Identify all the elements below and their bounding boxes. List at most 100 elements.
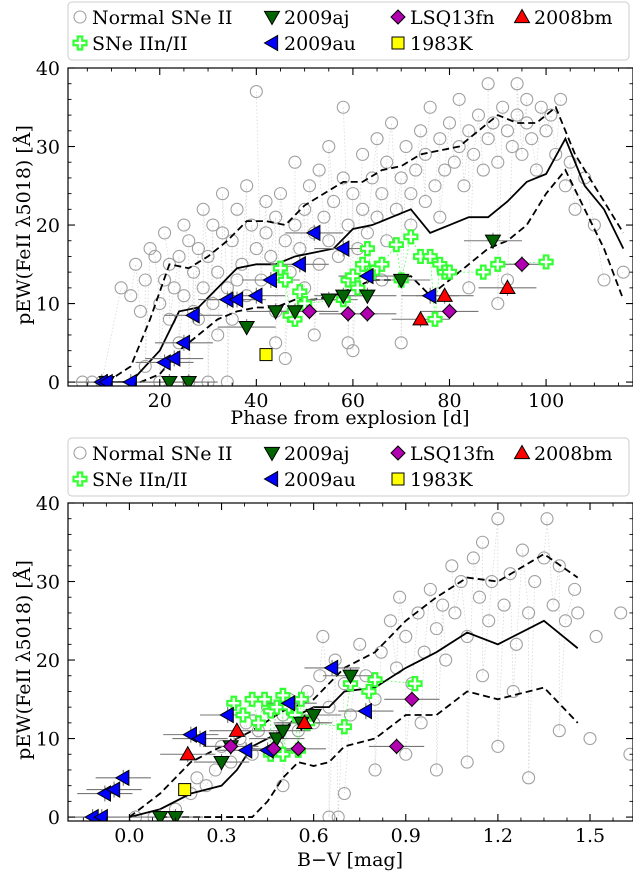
- normal-sn-point: [322, 234, 336, 248]
- x-tick-label: 40: [244, 390, 268, 412]
- legend-label: Normal SNe II: [92, 443, 233, 465]
- sn2009au-point: [357, 702, 372, 720]
- sn2009au-point: [237, 741, 253, 759]
- normal-sn-point: [196, 202, 210, 216]
- normal-sn-point: [411, 606, 425, 620]
- sn-track: [236, 185, 257, 296]
- normal-sn-point: [225, 312, 239, 326]
- lsq13fn-point: [404, 691, 420, 708]
- normal-sn-point: [220, 375, 234, 386]
- normal-sn-point: [384, 116, 399, 130]
- y-tick-label: 40: [36, 58, 60, 80]
- normal-sn-point: [399, 629, 413, 644]
- normal-sn-point: [587, 218, 601, 232]
- normal-sn-point: [259, 194, 273, 209]
- iin-ii-point: [367, 672, 383, 688]
- normal-sn-point: [568, 582, 582, 596]
- normal-sn-point: [589, 629, 603, 644]
- sn2008bm-point: [412, 310, 429, 326]
- legend-label: 2008bm: [534, 7, 613, 29]
- sn1983k-point: [178, 783, 192, 797]
- sn2009aj-point: [151, 810, 169, 821]
- normal-sn-point: [439, 653, 453, 667]
- iin-ii-point: [441, 264, 458, 280]
- normal-sn-point: [307, 328, 321, 342]
- normal-sn-point: [278, 234, 292, 248]
- normal-sn-point: [346, 187, 360, 201]
- sn2009aj-point: [392, 273, 410, 289]
- normal-sn-point: [211, 328, 225, 342]
- normal-sn-point: [302, 179, 317, 193]
- normal-sn-point: [500, 124, 514, 138]
- sn-track: [451, 557, 480, 763]
- normal-sn-point: [520, 92, 534, 106]
- normal-sn-point: [215, 187, 230, 201]
- iin-ii-point: [336, 719, 352, 735]
- sn2009au-point: [105, 781, 121, 798]
- iin-ii-point: [361, 683, 377, 700]
- normal-sn-point: [568, 202, 582, 216]
- normal-sn-point: [522, 771, 536, 785]
- iin-ii-point: [269, 699, 285, 715]
- axes-frame: [67, 67, 633, 387]
- normal-sn-point: [433, 210, 447, 224]
- normal-sn-point: [546, 598, 560, 612]
- sn2008bm-point: [179, 745, 197, 761]
- normal-sn-point: [211, 265, 225, 279]
- lsq13fn-point: [223, 738, 239, 755]
- normal-sn-point: [438, 163, 452, 177]
- sn2009aj-point: [286, 305, 304, 320]
- normal-sn-point: [445, 559, 459, 573]
- y-axis-title-top: pEW(FeII λ5018) [Å]: [13, 125, 35, 325]
- legend-marker-iin-ii: [72, 35, 88, 51]
- sn2009au-point: [228, 291, 244, 308]
- x-tick-label: 20: [148, 390, 172, 412]
- normal-sn-point: [138, 273, 152, 287]
- sn2009au-point: [334, 240, 350, 257]
- normal-sn-point: [515, 147, 529, 161]
- normal-sn-point: [436, 598, 450, 612]
- normal-sn-point: [240, 179, 254, 193]
- sn2008bm-point: [296, 714, 313, 729]
- normal-sn-point: [540, 512, 554, 526]
- normal-sn-point: [206, 218, 220, 232]
- normal-sn-point: [196, 281, 210, 295]
- normal-sn-point: [133, 304, 147, 318]
- sn-track: [202, 209, 219, 383]
- lower-dispersion-line: [160, 686, 579, 818]
- normal-sn-point: [491, 155, 505, 169]
- x-tick-label: 80: [437, 390, 461, 412]
- legend-marker-normal: [73, 446, 87, 460]
- legend-marker-k1983: [391, 36, 405, 50]
- normal-sn-point: [206, 297, 220, 311]
- sn2009au-point: [323, 659, 339, 677]
- normal-sn-point: [393, 590, 407, 604]
- normal-sn-point: [264, 249, 278, 263]
- normal-sn-point: [370, 132, 384, 146]
- iin-ii-point: [250, 715, 266, 731]
- normal-sn-point: [273, 187, 288, 201]
- lsq13fn-point: [266, 741, 282, 757]
- y-axis-title-bottom: pEW(FeII λ5018) [Å]: [13, 560, 35, 760]
- iin-ii-point: [475, 264, 491, 280]
- normal-sn-point: [230, 202, 244, 216]
- sn2008bm-point: [228, 722, 246, 737]
- normal-sn-point: [597, 273, 611, 287]
- legend-top: Normal SNe II SNe IIn/II 2009aj 2009au LSQ13…: [67, 1, 630, 61]
- normal-sn-point: [162, 257, 176, 271]
- normal-sn-point: [187, 265, 201, 279]
- lsq13fn-point: [514, 256, 530, 273]
- iin-ii-point: [490, 256, 506, 272]
- normal-sn-point: [529, 163, 543, 177]
- normal-sn-point: [409, 163, 423, 177]
- normal-sn-point: [454, 574, 468, 589]
- legend-marker-k1983: [391, 472, 405, 486]
- y-tick-label: 10: [36, 729, 60, 751]
- normal-sn-point: [177, 289, 191, 303]
- iin-ii-point: [538, 254, 554, 270]
- normal-sn-point: [383, 614, 397, 628]
- normal-sn-point: [534, 100, 548, 114]
- normal-sn-point: [563, 155, 577, 169]
- normal-sn-point: [249, 85, 263, 99]
